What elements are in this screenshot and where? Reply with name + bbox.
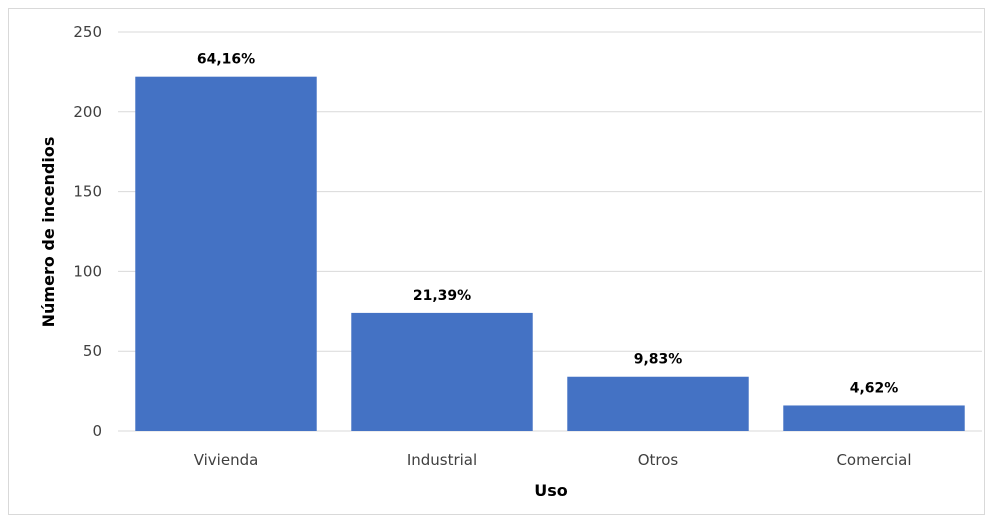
data-label-vivienda: 64,16% — [197, 52, 255, 68]
y-axis-title: Número de incendios — [39, 137, 58, 328]
y-tick-label: 0 — [92, 422, 102, 440]
data-label-industrial: 21,39% — [413, 288, 471, 304]
y-tick-label: 250 — [73, 23, 102, 41]
y-axis-ticks: 0 50 100 150 200 250 — [73, 23, 102, 440]
y-tick-label: 50 — [83, 342, 102, 360]
y-tick-label: 200 — [73, 103, 102, 121]
data-label-comercial: 4,62% — [850, 380, 899, 396]
bar-otros — [567, 376, 749, 431]
x-tick-label-otros: Otros — [638, 451, 679, 469]
data-labels: 64,16% 21,39% 9,83% 4,62% — [197, 52, 898, 397]
x-tick-label-vivienda: Vivienda — [194, 451, 259, 469]
bar-vivienda — [135, 76, 317, 432]
bars — [135, 76, 965, 432]
y-tick-label: 100 — [73, 262, 102, 280]
data-label-otros: 9,83% — [634, 352, 683, 368]
bar-comercial — [783, 405, 965, 431]
bar-industrial — [351, 312, 533, 431]
x-tick-label-comercial: Comercial — [836, 451, 911, 469]
x-axis-title: Uso — [534, 481, 568, 500]
x-tick-label-industrial: Industrial — [407, 451, 477, 469]
y-tick-label: 150 — [73, 183, 102, 201]
x-axis-ticks: Vivienda Industrial Otros Comercial — [194, 451, 912, 469]
